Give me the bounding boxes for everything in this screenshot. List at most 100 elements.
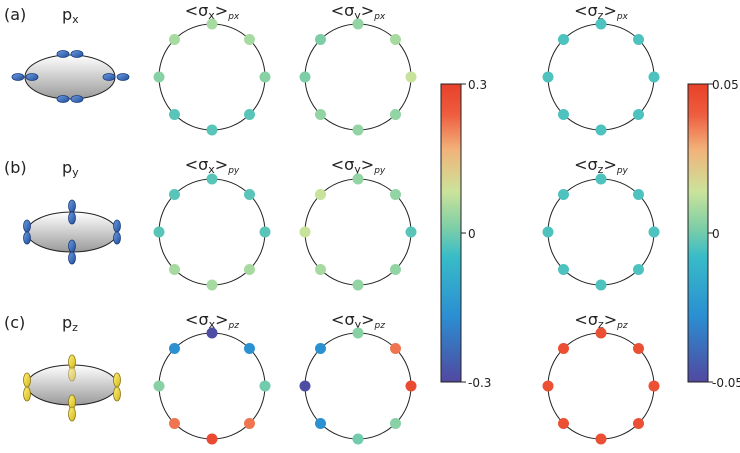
spin-dot <box>595 327 607 339</box>
orbital-label-b: py <box>62 158 79 179</box>
spin-dot <box>633 264 644 275</box>
spin-dot <box>244 189 255 200</box>
colorbar-sigma-z-tick-zero: 0 <box>712 227 720 241</box>
spin-dot <box>595 18 607 30</box>
spin-dot <box>352 173 364 185</box>
spin-dot <box>244 343 255 354</box>
panel-c-sigma-y: <σy>pz <box>299 310 417 445</box>
py-lobes <box>23 199 121 265</box>
spin-dot <box>259 226 271 238</box>
panel-title: <σx>px <box>185 1 240 22</box>
spin-dot <box>558 343 569 354</box>
spin-dot <box>299 380 311 392</box>
panels: <σx>px <σy>px <σz>px <σx>py <σy>py <σz>py <σx>… <box>153 1 660 445</box>
spin-dot <box>169 264 180 275</box>
colorbar-sigma-z-tick-min: -0.05 <box>712 376 740 390</box>
spin-dot <box>390 343 401 354</box>
orbital-label-a: px <box>62 5 79 26</box>
panel-title: <σy>pz <box>331 310 385 331</box>
row-c-labels: (c) pz <box>4 313 78 334</box>
spin-dot <box>315 418 326 429</box>
spin-dot <box>558 264 569 275</box>
spin-dot <box>542 226 554 238</box>
spin-dot <box>169 189 180 200</box>
row-label-c: (c) <box>4 313 25 332</box>
orbital-px-illustration <box>11 50 130 103</box>
spin-dot <box>352 124 364 136</box>
spin-dot <box>315 34 326 45</box>
spin-dot <box>648 71 660 83</box>
panel-a-sigma-x: <σx>px <box>153 1 271 136</box>
spin-dot <box>169 418 180 429</box>
spin-dot <box>390 34 401 45</box>
spin-dot <box>153 380 165 392</box>
spin-dot <box>352 327 364 339</box>
spin-dot <box>206 327 218 339</box>
spin-dot <box>153 71 165 83</box>
spin-dot <box>352 279 364 291</box>
colorbar-sigma-z-bar <box>687 83 709 383</box>
spin-dot <box>542 71 554 83</box>
spin-dot <box>595 124 607 136</box>
spin-dot <box>169 343 180 354</box>
spin-dot <box>633 189 644 200</box>
spin-dot <box>244 34 255 45</box>
spin-dot <box>633 343 644 354</box>
spin-dot <box>206 433 218 445</box>
spin-dot <box>542 380 554 392</box>
spin-dot <box>315 109 326 120</box>
spin-dot <box>558 34 569 45</box>
spin-dot <box>352 433 364 445</box>
spin-dot <box>169 109 180 120</box>
pz-lobes <box>23 354 121 422</box>
spin-dot <box>405 226 417 238</box>
molecule-ellipse-px <box>24 54 116 100</box>
spin-dot <box>259 71 271 83</box>
panel-c-sigma-z: <σz>pz <box>542 310 660 445</box>
spin-dot <box>405 71 417 83</box>
panel-title: <σz>py <box>574 155 628 176</box>
spin-dot <box>648 226 660 238</box>
spin-dot <box>206 173 218 185</box>
spin-dot <box>648 380 660 392</box>
spin-dot <box>315 264 326 275</box>
row-b-labels: (b) py <box>4 158 79 179</box>
panel-b-sigma-z: <σz>py <box>542 155 660 291</box>
spin-dot <box>299 226 311 238</box>
spin-dot <box>244 109 255 120</box>
spin-dot <box>206 279 218 291</box>
panel-title: <σx>py <box>185 155 240 176</box>
colorbar-sigma-xy-tick-max: 0.3 <box>468 78 487 92</box>
row-label-b: (b) <box>4 158 27 177</box>
panel-title: <σy>py <box>331 155 386 176</box>
panel-title: <σz>pz <box>574 310 627 331</box>
px-lobes <box>11 50 130 103</box>
spin-dot <box>315 189 326 200</box>
panel-a-sigma-y: <σy>px <box>299 1 417 136</box>
row-a-labels: (a) px <box>4 5 79 26</box>
spin-dot <box>206 18 218 30</box>
panel-title: <σx>pz <box>185 310 239 331</box>
orbital-label-c: pz <box>62 313 78 334</box>
spin-dot <box>390 189 401 200</box>
spin-dot <box>558 189 569 200</box>
colorbar-sigma-z: 0.05 0 -0.05 <box>687 78 740 390</box>
spin-dot <box>633 109 644 120</box>
panel-b-sigma-y: <σy>py <box>299 155 417 291</box>
row-label-a: (a) <box>4 5 26 24</box>
spin-dot <box>259 380 271 392</box>
orbital-py-illustration <box>23 199 121 265</box>
spin-dot <box>558 418 569 429</box>
colorbar-sigma-xy-tick-min: -0.3 <box>468 376 491 390</box>
spin-dot <box>299 71 311 83</box>
spin-dot <box>206 124 218 136</box>
panel-b-sigma-x: <σx>py <box>153 155 271 291</box>
orbital-pz-illustration <box>23 354 121 422</box>
panel-title: <σy>px <box>331 1 386 22</box>
spin-dot <box>244 418 255 429</box>
colorbar-sigma-z-tick-max: 0.05 <box>712 78 739 92</box>
spin-dot <box>315 343 326 354</box>
spin-dot <box>390 264 401 275</box>
panel-a-sigma-z: <σz>px <box>542 1 660 136</box>
